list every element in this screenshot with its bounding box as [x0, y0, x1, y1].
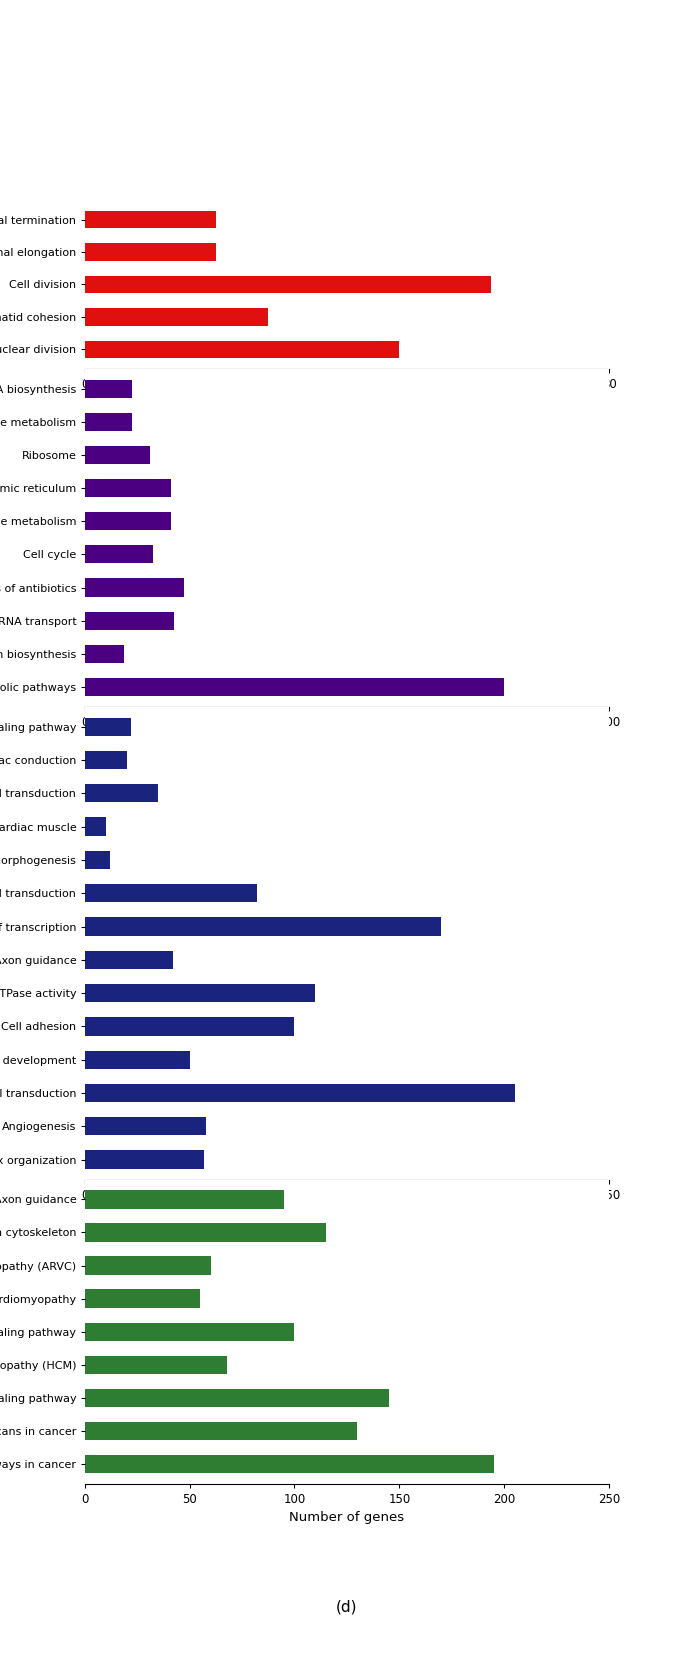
Bar [85, 1150, 204, 1169]
Bar [85, 243, 216, 262]
Bar [85, 950, 173, 969]
Bar [85, 578, 184, 597]
X-axis label: Number of genes: Number of genes [289, 733, 405, 747]
Bar [85, 884, 257, 902]
Bar [85, 645, 124, 663]
Bar [85, 1422, 357, 1440]
Bar [85, 1050, 190, 1069]
Bar [85, 447, 150, 463]
Bar [85, 478, 171, 497]
Bar [85, 340, 399, 358]
Bar [85, 750, 127, 768]
Bar [85, 783, 158, 802]
Bar [85, 380, 132, 398]
Bar [85, 1224, 326, 1242]
Bar [85, 545, 153, 563]
Bar [85, 1455, 494, 1474]
Bar [85, 1389, 389, 1407]
Bar [85, 817, 106, 835]
Bar [85, 1290, 200, 1307]
X-axis label: Number of genes: Number of genes [289, 397, 405, 410]
Bar [85, 1322, 294, 1340]
Text: (d): (d) [336, 1599, 357, 1614]
Text: (c): (c) [337, 1359, 357, 1374]
Bar [85, 1355, 227, 1374]
Bar [85, 850, 110, 869]
Bar [85, 1017, 294, 1035]
Bar [85, 678, 504, 695]
Bar [85, 1084, 515, 1102]
Bar [85, 1257, 211, 1275]
X-axis label: Number of genes: Number of genes [289, 1512, 405, 1524]
Bar [85, 717, 131, 735]
Text: (a): (a) [336, 433, 357, 448]
Text: (b): (b) [336, 835, 357, 850]
Bar [85, 512, 171, 530]
Bar [85, 275, 492, 293]
Bar [85, 1190, 284, 1209]
Bar [85, 917, 441, 935]
X-axis label: Number of genes: Number of genes [289, 1207, 405, 1220]
Bar [85, 210, 216, 228]
Bar [85, 413, 132, 432]
Bar [85, 308, 268, 325]
Bar [85, 612, 174, 630]
Bar [85, 1117, 206, 1135]
Bar [85, 984, 315, 1002]
